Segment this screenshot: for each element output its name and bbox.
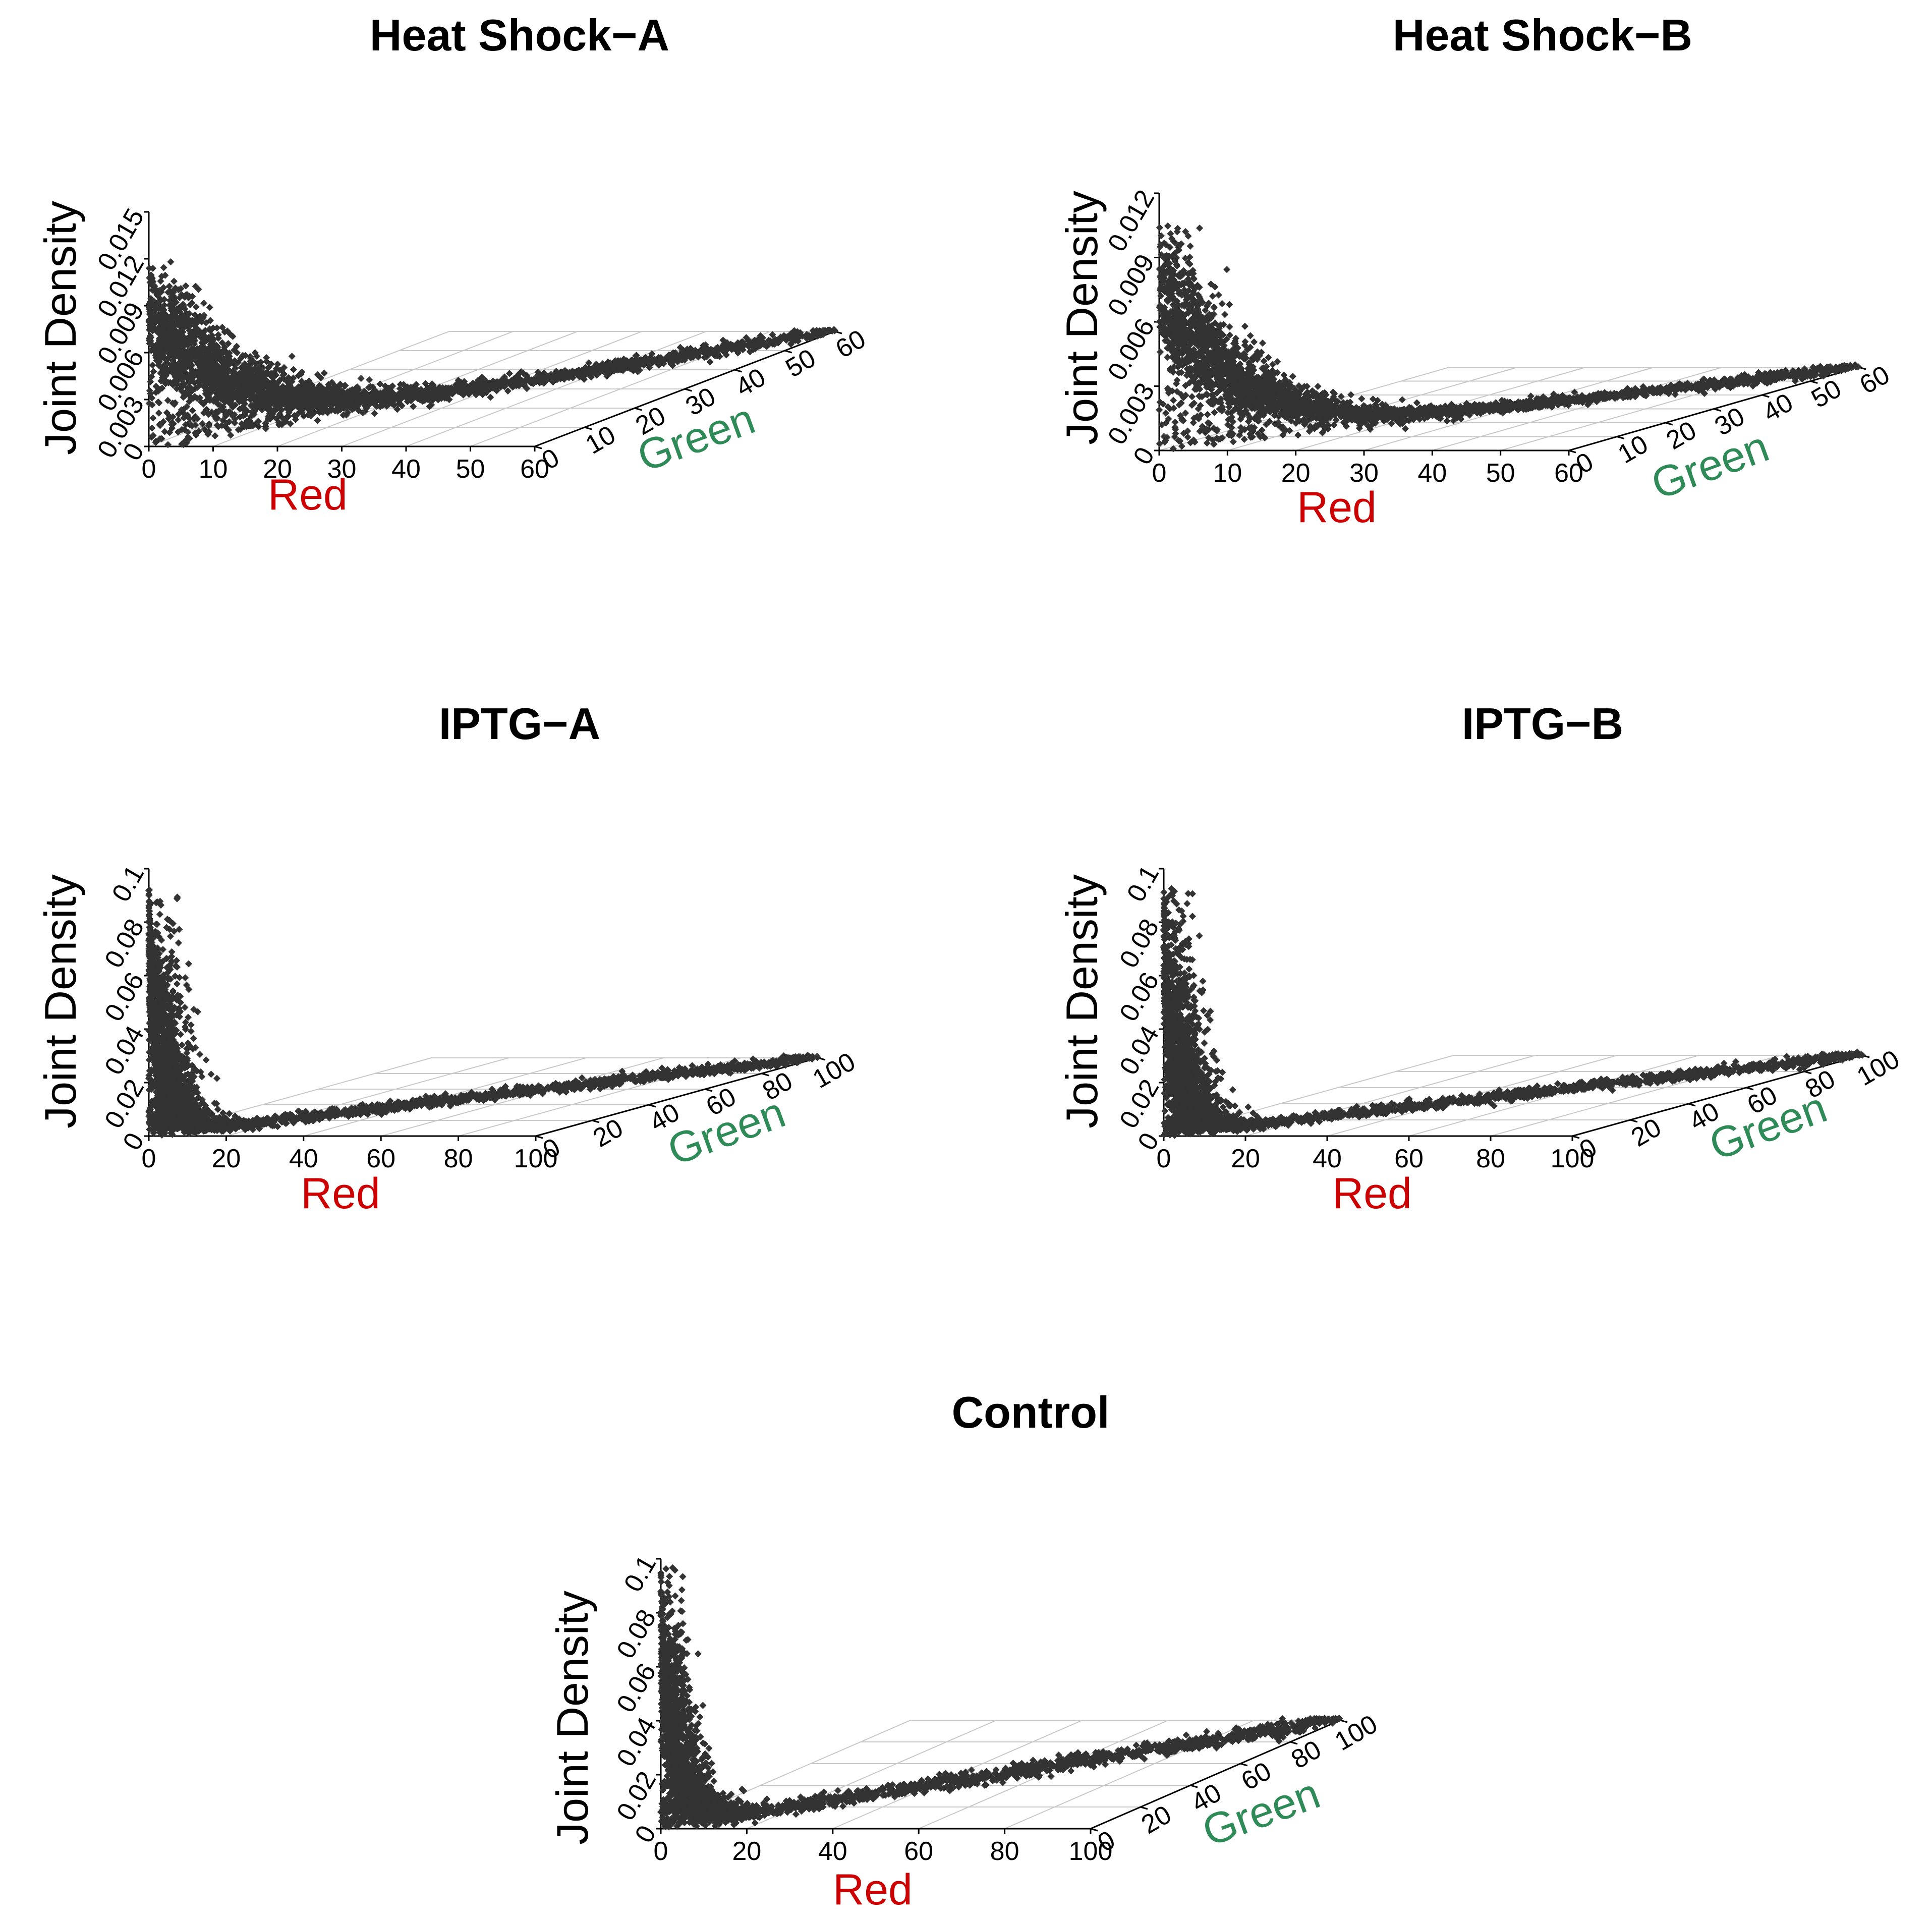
z-tick-label: 0.012 [1102, 185, 1160, 257]
x-tick-label: 0 [142, 455, 156, 484]
data-point [231, 419, 239, 427]
data-point [1169, 397, 1177, 404]
scatter-points [145, 258, 838, 448]
data-point [1218, 300, 1226, 307]
data-point [147, 378, 154, 385]
z-tick-label: 0.003 [1102, 378, 1160, 449]
data-point [1209, 292, 1217, 300]
data-point [213, 324, 221, 332]
data-point [200, 300, 208, 307]
data-point [314, 417, 321, 424]
x-tick-label: 10 [1213, 459, 1242, 488]
y-tick-mark [734, 369, 743, 373]
y-tick-mark [634, 407, 642, 411]
panel-title: Heat Shock−A [370, 10, 669, 60]
data-point [167, 258, 175, 266]
data-point [1157, 348, 1164, 356]
data-point [155, 409, 162, 417]
data-point [357, 375, 365, 382]
data-point [1204, 411, 1211, 418]
x-tick-label: 60 [520, 455, 549, 484]
data-point [1156, 406, 1163, 414]
data-point [1294, 431, 1302, 439]
z-tick-label: 0.006 [1102, 314, 1160, 385]
panel-heat-shock-a: Heat Shock−A0 10 20 30 40 50 600 10 20 30 40 50 6000… [35, 10, 871, 519]
data-point [1223, 266, 1231, 273]
x-tick-label: 50 [1486, 459, 1515, 488]
y-tick-mark [534, 445, 542, 449]
z-tick-label: 0.009 [1102, 249, 1160, 321]
scatter-points [1156, 222, 1862, 453]
x-axis-label: Red [1297, 483, 1377, 532]
z-axis-label: Joint Density [1057, 191, 1107, 445]
data-point [1229, 438, 1237, 445]
data-point [396, 380, 404, 388]
z-axis-label: Joint Density [35, 201, 85, 455]
data-point [206, 304, 213, 311]
data-point [1215, 291, 1222, 299]
data-point [371, 410, 378, 417]
data-point [164, 441, 172, 448]
x-tick-label: 50 [456, 455, 485, 484]
data-point [393, 406, 401, 413]
data-point [149, 414, 157, 422]
panel-title: Heat Shock−B [1393, 10, 1692, 60]
data-point [1188, 393, 1196, 401]
x-tick-label: 10 [199, 455, 228, 484]
data-point [1250, 338, 1258, 346]
panel-heat-shock-b: Heat Shock−B0 10 20 30 40 50 600 10 20 30 40 50 6000… [1057, 10, 1895, 532]
x-axis-label: Red [268, 471, 348, 519]
data-point [149, 361, 156, 369]
data-point [487, 393, 494, 401]
data-point [211, 432, 219, 439]
data-point [160, 264, 167, 271]
y-tick-mark [685, 388, 692, 392]
data-point [1226, 301, 1233, 308]
data-point [189, 407, 196, 415]
x-tick-label: 40 [1417, 459, 1447, 488]
y-tick-mark [784, 350, 792, 354]
data-point [769, 331, 776, 338]
data-point [1289, 372, 1296, 380]
data-point [366, 376, 373, 384]
data-point [288, 353, 296, 360]
data-point [290, 366, 298, 373]
x-tick-label: 30 [327, 455, 357, 484]
y-tick-mark [584, 426, 592, 430]
data-point [263, 354, 270, 362]
x-tick-label: 20 [263, 455, 292, 484]
data-point [170, 277, 178, 285]
data-point [1241, 322, 1248, 330]
data-point [410, 403, 417, 410]
data-point [706, 358, 714, 366]
x-tick-label: 40 [391, 455, 421, 484]
